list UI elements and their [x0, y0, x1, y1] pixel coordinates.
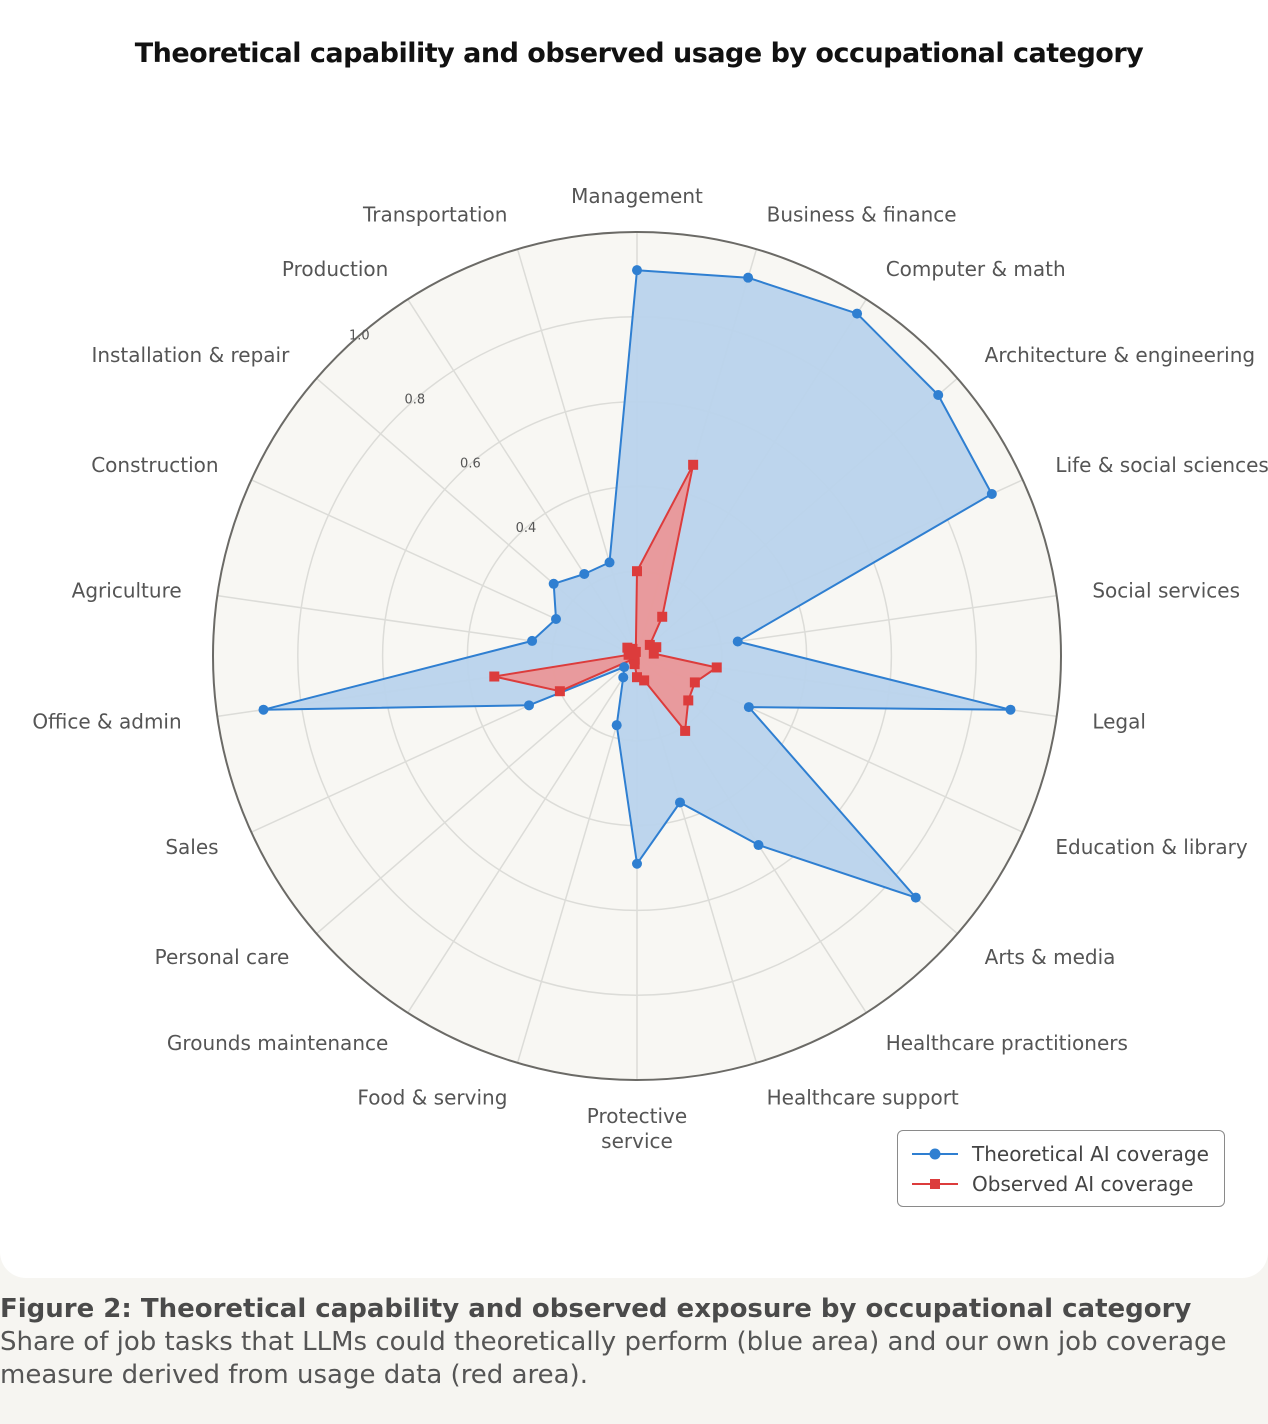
category-label: Transportation: [362, 203, 507, 227]
caption-text: Share of job tasks that LLMs could theor…: [0, 1327, 1227, 1390]
category-label: Business & finance: [767, 203, 957, 227]
legend-item-observed: Observed AI coverage: [912, 1170, 1193, 1198]
data-point-theoretical: [743, 702, 754, 713]
category-label: Construction: [91, 453, 218, 477]
category-label: Food & serving: [357, 1085, 507, 1109]
data-point-observed: [644, 639, 655, 650]
data-point-observed: [630, 646, 641, 657]
figure-caption: Figure 2: Theoretical capability and obs…: [0, 1293, 1268, 1392]
legend-marker-circle-icon: [912, 1148, 958, 1160]
data-point-observed: [683, 695, 694, 706]
data-point-observed: [689, 677, 700, 688]
data-point-observed: [554, 686, 565, 697]
data-point-theoretical: [524, 700, 535, 711]
r-tick-label: 1.0: [349, 329, 370, 344]
category-label: Office & admin: [32, 709, 181, 733]
legend-label: Theoretical AI coverage: [972, 1142, 1209, 1166]
category-label: Installation & repair: [91, 343, 290, 367]
category-label: Education & library: [1055, 835, 1247, 859]
data-point-theoretical: [986, 488, 997, 499]
caption-title: Figure 2: Theoretical capability and obs…: [0, 1294, 1192, 1324]
data-point-observed: [622, 642, 633, 653]
r-tick-label: 0.8: [405, 393, 426, 408]
data-point-observed: [632, 566, 642, 577]
category-label: Grounds maintenance: [167, 1031, 388, 1055]
category-label: Arts & media: [985, 945, 1116, 969]
data-point-theoretical: [753, 840, 764, 851]
data-point-observed: [648, 648, 659, 659]
category-label: Management: [571, 184, 703, 208]
data-point-theoretical: [732, 636, 743, 647]
data-point-theoretical: [548, 578, 559, 589]
data-point-theoretical: [579, 568, 590, 579]
data-point-observed: [680, 725, 691, 736]
data-point-theoretical: [527, 635, 538, 646]
data-point-theoretical: [910, 892, 921, 903]
category-label: Computer & math: [886, 257, 1066, 281]
data-point-observed: [688, 459, 699, 470]
data-point-observed: [657, 611, 668, 622]
data-point-theoretical: [604, 557, 615, 568]
category-label: Social services: [1092, 579, 1240, 603]
data-point-observed: [651, 642, 662, 653]
data-point-theoretical: [618, 672, 629, 683]
legend-item-theoretical: Theoretical AI coverage: [912, 1140, 1209, 1168]
data-point-theoretical: [675, 797, 686, 808]
data-point-theoretical: [743, 272, 754, 283]
data-point-theoretical: [619, 662, 630, 673]
data-point-observed: [639, 675, 650, 686]
data-point-observed: [489, 671, 500, 682]
category-label: Production: [282, 257, 388, 281]
data-point-observed: [632, 672, 642, 683]
category-label: Healthcare practitioners: [886, 1031, 1128, 1055]
data-point-theoretical: [933, 389, 944, 400]
category-label: Life & social sciences: [1055, 453, 1268, 477]
data-point-theoretical: [258, 704, 269, 715]
data-point-theoretical: [551, 614, 562, 625]
r-tick-label: 0.4: [516, 521, 537, 536]
data-point-theoretical: [632, 858, 642, 869]
outer-ring: [212, 231, 1062, 1081]
data-point-theoretical: [852, 308, 863, 319]
legend: Theoretical AI coverage Observed AI cove…: [897, 1130, 1225, 1207]
category-label: Sales: [165, 835, 218, 859]
category-label: Healthcare support: [767, 1085, 959, 1109]
category-label: Architecture & engineering: [985, 343, 1255, 367]
category-label: Agriculture: [72, 579, 182, 603]
legend-marker-square-icon: [912, 1179, 958, 1189]
radar-chart: 0.4 0.6 0.8 1.0 Management Business & finance…: [32, 184, 1268, 1153]
chart-card: Theoretical capability and observed usag…: [0, 0, 1268, 1278]
data-point-observed: [711, 662, 722, 673]
legend-label: Observed AI coverage: [972, 1172, 1194, 1196]
category-label: Legal: [1092, 709, 1146, 733]
data-point-theoretical: [632, 265, 642, 276]
category-label: Personal care: [155, 945, 290, 969]
data-point-theoretical: [1005, 704, 1016, 715]
grid-spoke: [316, 655, 638, 935]
category-label: Protective service: [587, 1104, 687, 1153]
grid-spoke: [407, 655, 638, 1014]
r-tick-label: 0.6: [460, 457, 481, 472]
data-point-theoretical: [611, 720, 622, 731]
chart-title: Theoretical capability and observed usag…: [134, 38, 1144, 69]
